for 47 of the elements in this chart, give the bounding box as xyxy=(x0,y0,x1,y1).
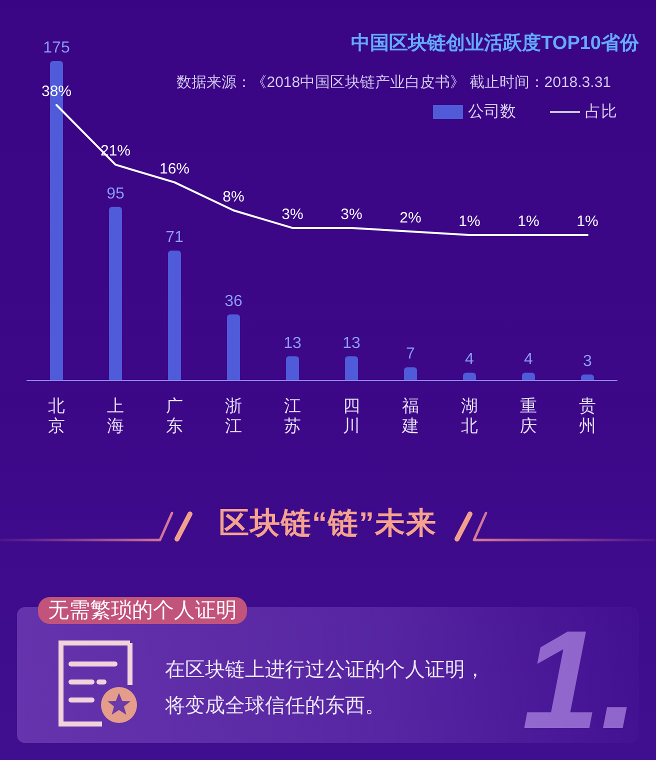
data-label: 1% xyxy=(458,212,480,230)
x-tick-label: 上海 xyxy=(107,396,124,436)
x-tick-label: 四川 xyxy=(343,396,360,436)
x-tick-label: 贵州 xyxy=(579,396,596,436)
text: 区块链“链”未来 xyxy=(218,506,438,542)
data-label: 4 xyxy=(524,351,534,368)
x-tick-label: 广东 xyxy=(166,396,183,436)
data-label: 21% xyxy=(100,142,131,160)
legend-label: 公司数 xyxy=(468,104,516,120)
bar xyxy=(286,356,299,380)
text: 1. xyxy=(522,601,639,758)
data-label: 13 xyxy=(284,334,302,352)
bar xyxy=(404,367,417,380)
data-label: 95 xyxy=(106,185,124,202)
data-label: 7 xyxy=(406,346,416,363)
text: 数据来源：《2018中国区块链产业白皮书》 截止时间：2018.3.31 xyxy=(176,74,612,91)
data-label: 175 xyxy=(43,40,70,56)
chart-title: 中国区块链创业活跃度TOP10省份 xyxy=(351,32,640,54)
data-label: 4 xyxy=(465,351,474,368)
x-tick-label: 江苏 xyxy=(284,396,301,436)
legend-label: 占比 xyxy=(585,102,617,120)
bar xyxy=(109,206,122,380)
bar xyxy=(168,250,181,380)
data-label: 1% xyxy=(576,212,598,230)
x-tick-label: 浙江 xyxy=(225,396,242,436)
data-label: 8% xyxy=(222,188,244,206)
x-tick-label: 湖北 xyxy=(461,396,478,436)
bar xyxy=(345,356,358,380)
data-label: 2% xyxy=(400,209,422,226)
x-tick-label: 重庆 xyxy=(520,396,537,436)
bar xyxy=(522,372,535,380)
text: 无需繁琐的个人证明 xyxy=(38,597,247,624)
data-label: 13 xyxy=(342,334,360,352)
x-tick-label: 北京 xyxy=(48,396,65,436)
text: 在区块链上进行过公证的个人证明，将变成全球信任的东西。 xyxy=(165,658,486,719)
data-label: 16% xyxy=(159,160,190,178)
data-label: 38% xyxy=(41,83,72,100)
bar xyxy=(581,374,594,380)
data-label: 71 xyxy=(166,229,184,246)
bar xyxy=(463,372,476,380)
data-label: 3 xyxy=(583,353,592,370)
x-tick-label: 福建 xyxy=(401,396,419,436)
data-label: 3% xyxy=(282,206,304,223)
bar xyxy=(227,314,240,380)
data-label: 1% xyxy=(518,212,540,230)
data-label: 36 xyxy=(224,292,242,310)
data-label: 3% xyxy=(340,206,362,223)
